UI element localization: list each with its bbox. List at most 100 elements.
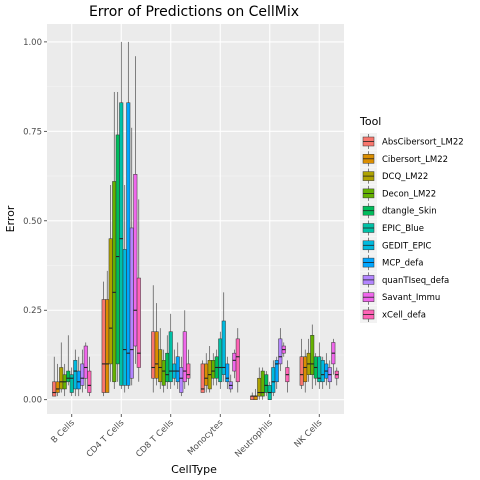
- box-body: [126, 102, 131, 386]
- box-body: [112, 181, 117, 383]
- box-DCQ_LM22: [306, 338, 311, 382]
- box-Cibersort_LM22: [253, 388, 258, 400]
- box-body: [200, 363, 205, 393]
- box-body: [211, 360, 216, 379]
- box-AbsCibersort_LM22: [200, 360, 205, 393]
- box-body: [257, 377, 262, 397]
- box-body: [136, 277, 141, 368]
- box-xCell_defa: [87, 356, 92, 397]
- legend-label: GEDIT_EPIC: [382, 241, 431, 251]
- x-tick-label: CD4 T Cells: [85, 418, 127, 460]
- x-tick-label: Neutrophils: [233, 418, 275, 460]
- box-body: [225, 363, 230, 383]
- legend-item: xCell_defa: [360, 306, 426, 323]
- box-Decon_LM22: [310, 324, 315, 389]
- box-dtangle_Skin: [115, 91, 120, 382]
- y-tick-label: 1.00: [23, 38, 42, 48]
- x-tick-label: Monocytes: [186, 418, 226, 458]
- y-tick-label: 0.75: [23, 127, 42, 137]
- y-tick-label: 0.25: [23, 306, 42, 316]
- box-xCell_defa: [285, 360, 290, 393]
- y-axis-title: Error: [4, 205, 17, 232]
- box-xCell_defa: [235, 328, 240, 393]
- box-body: [274, 360, 279, 383]
- box-Savant_Immu: [83, 342, 88, 389]
- legend-item: Savant_Immu: [360, 288, 440, 306]
- box-body: [119, 102, 124, 386]
- box-MCP_defa: [274, 356, 279, 389]
- y-tick-label: 0.50: [23, 217, 42, 227]
- legend-label: DCQ_LM22: [382, 172, 428, 182]
- box-body: [69, 374, 74, 393]
- box-body: [76, 370, 81, 390]
- box-body: [158, 349, 163, 383]
- box-xCell_defa: [186, 349, 191, 386]
- x-tick-label: CD8 T Cells: [134, 418, 176, 460]
- box-body: [154, 331, 159, 379]
- box-body: [165, 352, 170, 383]
- box-body: [151, 331, 156, 379]
- box-body: [278, 338, 283, 365]
- box-body: [186, 363, 191, 379]
- legend-title: Tool: [359, 115, 381, 128]
- x-tick-label: B Cells: [49, 418, 77, 446]
- box-dtangle_Skin: [165, 335, 170, 389]
- box-quanTIseq_defa: [228, 374, 233, 393]
- box-body: [66, 370, 71, 383]
- box-body: [299, 356, 304, 386]
- box-body: [303, 356, 308, 383]
- legend-label: AbsCibersort_LM22: [382, 138, 464, 148]
- legend-label: Decon_LM22: [382, 189, 436, 199]
- legend: Tool AbsCibersort_LM22 Cibersort_LM22 DCQ_…: [359, 115, 464, 323]
- box-body: [271, 367, 276, 393]
- box-Savant_Immu: [133, 56, 138, 364]
- box-GEDIT_EPIC: [221, 292, 226, 382]
- x-tick-label: NK Cells: [293, 418, 325, 450]
- box-body: [168, 331, 173, 383]
- box-body: [218, 338, 223, 383]
- box-body: [122, 249, 127, 386]
- box-body: [101, 299, 106, 393]
- box-EPIC_Blue: [267, 381, 272, 400]
- box-body: [264, 374, 269, 393]
- legend-label: MCP_defa: [382, 259, 423, 269]
- legend-label: xCell_defa: [382, 311, 426, 321]
- legend-label: dtangle_Skin: [382, 207, 437, 217]
- legend-item: GEDIT_EPIC: [360, 236, 431, 254]
- box-body: [87, 370, 92, 393]
- box-body: [310, 335, 315, 375]
- box-EPIC_Blue: [119, 41, 124, 389]
- box-dtangle_Skin: [214, 349, 219, 386]
- box-body: [133, 174, 138, 347]
- box-layer: [52, 41, 339, 400]
- box-body: [80, 363, 85, 386]
- box-body: [175, 356, 180, 383]
- box-body: [161, 360, 166, 386]
- box-xCell_defa: [136, 199, 141, 382]
- legend-label: quanTIseq_defa: [382, 276, 449, 286]
- x-axis-title: CellType: [171, 463, 217, 476]
- legend-item: AbsCibersort_LM22: [360, 133, 464, 150]
- legend-item: Cibersort_LM22: [360, 150, 448, 168]
- box-body: [108, 238, 113, 365]
- legend-item: MCP_defa: [360, 254, 423, 272]
- legend-item: quanTIseq_defa: [360, 271, 449, 289]
- box-body: [105, 299, 110, 393]
- box-EPIC_Blue: [218, 331, 223, 389]
- box-body: [179, 367, 184, 393]
- box-DCQ_LM22: [257, 367, 262, 400]
- box-body: [83, 345, 88, 379]
- box-MCP_defa: [225, 356, 230, 389]
- plot-panel: [47, 24, 344, 414]
- legend-label: EPIC_Blue: [382, 224, 424, 234]
- box-body: [115, 134, 120, 365]
- box-body: [52, 381, 57, 397]
- box-EPIC_Blue: [168, 313, 173, 389]
- box-body: [320, 360, 325, 383]
- box-body: [235, 338, 240, 383]
- legend-item: dtangle_Skin: [360, 202, 437, 220]
- legend-item: DCQ_LM22: [360, 167, 428, 185]
- box-body: [55, 381, 60, 393]
- box-Savant_Immu: [182, 310, 187, 389]
- box-body: [73, 360, 78, 390]
